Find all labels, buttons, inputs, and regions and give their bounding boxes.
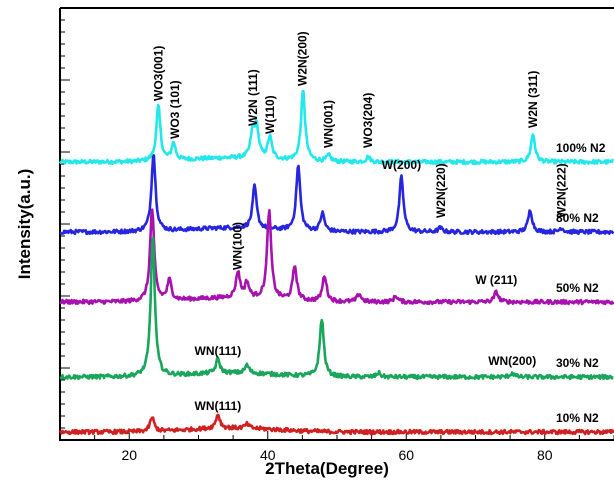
series-line-4: [59, 413, 614, 436]
x-tick-label: 20: [121, 447, 137, 463]
peak-annotation: WN(100): [230, 222, 244, 270]
series-line-1: [59, 154, 614, 236]
series-label: 30% N2: [556, 356, 599, 370]
x-tick-label: 80: [537, 447, 553, 463]
plot-frame: [59, 7, 614, 441]
annotation-layer: WO3(001)WO3 (101) W2N (111) W(110) W2N(200)…: [151, 31, 568, 413]
series-line-0: [58, 90, 614, 166]
peak-annotation: WN(111): [195, 344, 242, 358]
peak-annotation: WN(111): [195, 399, 242, 413]
peak-annotation: W2N(200): [295, 31, 309, 86]
peak-annotation: W(200): [382, 158, 421, 172]
peak-annotation: W(110): [263, 95, 277, 134]
x-axis-ticks: 20 40 60 80: [121, 447, 552, 463]
series-label: 10% N2: [556, 411, 599, 425]
peak-annotation: W2N (111): [246, 69, 260, 126]
x-axis-title: 2Theta(Degree): [265, 459, 389, 478]
peak-annotation: WN(001): [322, 100, 336, 148]
x-tick-label: 40: [260, 447, 276, 463]
y-axis-title: Intensity(a.u.): [15, 169, 34, 280]
series-label: 50% N2: [556, 281, 599, 295]
series-layer: 100% N2 80% N2 50% N2 30% N2 10% N2: [58, 90, 614, 436]
peak-annotation: W (211): [475, 273, 517, 287]
peak-annotation: W2N(220): [434, 163, 448, 218]
x-tick-label: 60: [398, 447, 414, 463]
peak-annotation: WO3(001): [151, 46, 165, 101]
peak-annotation: WN(200): [488, 354, 536, 368]
peak-annotation: WO3 (101): [168, 80, 182, 139]
peak-annotation: W2N(222): [554, 163, 568, 218]
peak-annotation: W2N (311): [526, 71, 540, 128]
peak-annotation: WO3(204): [361, 93, 375, 148]
series-line-3: [59, 236, 614, 381]
series-label: 80% N2: [556, 211, 599, 225]
series-label: 100% N2: [556, 141, 606, 155]
series-line-2: [59, 208, 614, 306]
